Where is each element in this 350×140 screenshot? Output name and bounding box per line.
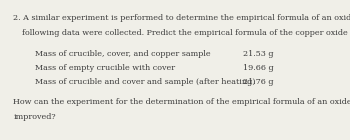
Text: 2. A similar experiment is performed to determine the empirical formula of an ox: 2. A similar experiment is performed to … xyxy=(13,14,350,22)
Text: 21.53 g: 21.53 g xyxy=(243,50,274,58)
Text: following data were collected. Predict the empirical formula of the copper oxide: following data were collected. Predict t… xyxy=(22,29,350,37)
Text: Mass of crucible and cover and sample (after heating): Mass of crucible and cover and sample (a… xyxy=(35,78,256,86)
Text: How can the experiment for the determination of the empirical formula of an oxid: How can the experiment for the determina… xyxy=(13,98,350,106)
Text: improved?: improved? xyxy=(13,113,56,121)
Text: Mass of empty crucible with cover: Mass of empty crucible with cover xyxy=(35,64,175,72)
Text: 19.66 g: 19.66 g xyxy=(243,64,274,72)
Text: Mass of crucible, cover, and copper sample: Mass of crucible, cover, and copper samp… xyxy=(35,50,211,58)
Text: 21.76 g: 21.76 g xyxy=(243,78,274,86)
